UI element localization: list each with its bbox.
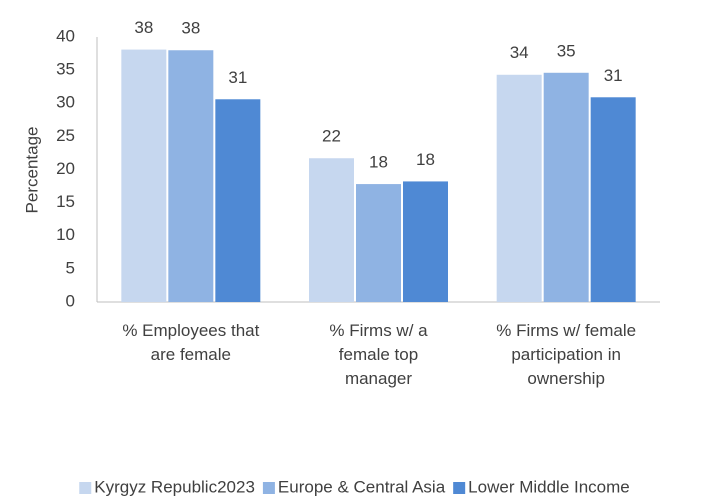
- data-label: 38: [181, 19, 200, 38]
- data-label: 35: [557, 41, 576, 60]
- data-label: 34: [510, 43, 529, 62]
- legend-label: Kyrgyz Republic2023: [94, 477, 255, 496]
- data-label: 31: [604, 66, 623, 85]
- y-tick-label: 20: [56, 159, 75, 178]
- y-tick-label: 15: [56, 192, 75, 211]
- legend-swatch: [453, 482, 466, 494]
- bar: [590, 97, 636, 302]
- y-tick-label: 5: [66, 258, 75, 277]
- x-tick-label: % Firms w/ female participation in ownersh…: [496, 321, 636, 388]
- x-tick-label: % Employees that are female: [122, 321, 259, 364]
- x-tick-label: % Firms w/ a female top manager: [329, 321, 428, 388]
- data-label: 22: [322, 127, 341, 146]
- legend-label: Europe & Central Asia: [278, 477, 446, 496]
- data-label: 18: [416, 150, 435, 169]
- legend-swatch: [262, 482, 275, 494]
- bar: [215, 99, 261, 303]
- legend-label: Lower Middle Income: [468, 477, 630, 496]
- data-label: 38: [134, 18, 153, 37]
- data-label: 18: [369, 153, 388, 172]
- y-tick-label: 30: [56, 93, 75, 112]
- y-tick-label: 25: [56, 126, 75, 145]
- data-label: 31: [228, 68, 247, 87]
- bar: [496, 74, 542, 302]
- bar: [168, 50, 214, 302]
- bar: [309, 158, 354, 302]
- y-tick-label: 10: [56, 225, 75, 244]
- bar: [543, 72, 589, 303]
- y-tick-label: 35: [56, 60, 75, 79]
- y-tick-label: 40: [56, 26, 75, 45]
- bar: [356, 184, 401, 302]
- y-axis-title: Percentage: [22, 127, 41, 214]
- bar: [121, 49, 167, 303]
- legend-swatch: [79, 482, 92, 494]
- y-tick-label: 0: [66, 291, 75, 310]
- bar: [403, 181, 448, 302]
